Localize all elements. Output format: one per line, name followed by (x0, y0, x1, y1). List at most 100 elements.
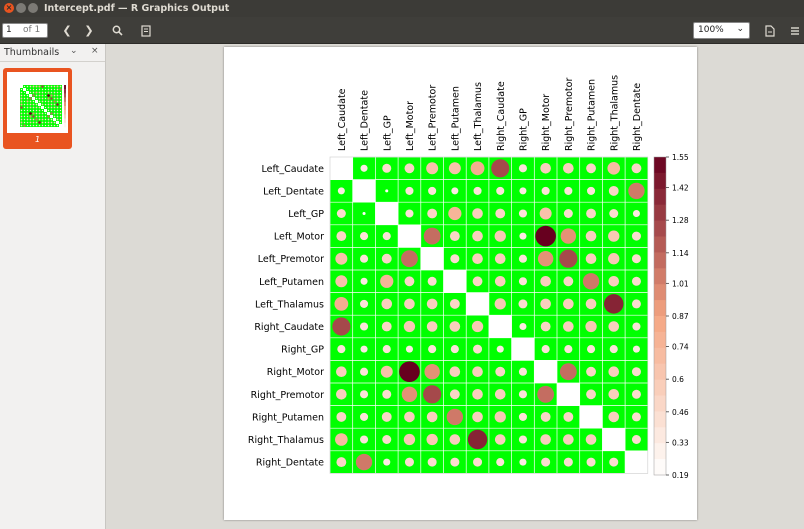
heatmap-cell-Right_GP-Left_Premotor (428, 345, 437, 354)
thumbnail-dot (41, 121, 44, 124)
thumbnail-dot (29, 103, 32, 106)
heatmap-cell-Left_Thalamus-Left_GP (381, 298, 393, 310)
page-selector[interactable]: 1 of 1 (2, 23, 48, 38)
heatmap-cell-Left_Dentate-Right_Motor (541, 186, 550, 195)
heatmap-cell-Right_GP-Right_Caudate (496, 345, 504, 353)
thumbnail-diagonal (23, 88, 26, 91)
thumbnail-dot (24, 92, 25, 93)
heatmap-cell-Left_GP-Right_GP (518, 209, 527, 218)
export-button[interactable] (761, 21, 779, 40)
heatmap-cell-Left_Caudate-Left_Thalamus (470, 161, 485, 176)
thumbnail-dot (23, 85, 26, 88)
thumbnail-dot (35, 115, 38, 118)
colorbar-segment (654, 220, 666, 237)
colorbar-tick-label: 1.14 (672, 249, 689, 258)
thumbnail-dot (26, 118, 29, 121)
close-window-button[interactable]: × (4, 3, 14, 13)
annotations-button[interactable] (135, 21, 157, 40)
heatmap-cell-Right_Putamen-Right_Premotor (563, 411, 574, 422)
heatmap-cell-Left_GP-Left_Thalamus (472, 208, 483, 219)
thumbnail-dot (59, 106, 62, 109)
heatmap-cell-Left_Premotor-Left_Caudate (335, 252, 348, 265)
thumbnail-diagonal (20, 85, 23, 88)
heatmap-cell-Left_Motor-Right_Dentate (631, 231, 641, 241)
heatmap-cell-Left_Caudate-Right_Caudate (491, 159, 510, 178)
thumbnail-dot (29, 91, 32, 94)
heatmap-cell-Right_Caudate-Right_Motor (540, 321, 551, 332)
thumbnail-dot (41, 100, 44, 103)
row-label: Left_Thalamus (255, 299, 324, 310)
heatmap-cell-Left_Dentate-Left_Caudate (337, 187, 345, 195)
thumbnail-colorbar (64, 101, 66, 107)
thumbnail-diagonal (29, 94, 32, 97)
heatmap-cell-Right_Putamen-Left_Caudate (336, 411, 347, 422)
column-label: Left_Thalamus (473, 82, 484, 151)
window-title: Intercept.pdf — R Graphics Output (44, 3, 230, 14)
heatmap-cell-Left_Thalamus-Left_Caudate (334, 297, 349, 311)
colorbar-segment (654, 347, 666, 365)
column-label: Right_Thalamus (609, 75, 620, 151)
heatmap-cell-Right_Motor-Left_Motor (399, 361, 420, 383)
thumbnail-dot (23, 109, 26, 112)
colorbar-segment (654, 316, 666, 333)
minimize-window-button[interactable] (16, 3, 26, 13)
heatmap-cell-Right_Thalamus-Right_Dentate (631, 435, 641, 444)
heatmap-cell-Right_Caudate-Right_GP (519, 322, 527, 331)
thumbnail-dot (35, 118, 38, 121)
thumbnail-dot (41, 115, 44, 118)
thumbnail-dot (23, 124, 26, 127)
heatmap-cell-Left_Caudate-Right_GP (518, 164, 527, 173)
thumbnail-dot (29, 97, 32, 100)
heatmap-cell-Right_Dentate-Left_Premotor (427, 457, 437, 467)
heatmap-cell-Left_Caudate-Right_Premotor (563, 163, 574, 174)
colorbar-segment (654, 379, 666, 396)
thumbnail-dot (47, 85, 50, 88)
thumbnail-dot (47, 88, 50, 91)
thumbnail-dot (41, 91, 44, 94)
thumbnail-dot (59, 97, 62, 100)
thumbnail-dot (44, 115, 47, 118)
thumbnail-dot (59, 91, 62, 94)
colorbar-segment (654, 443, 666, 460)
thumbnail-page-1[interactable]: 1 (3, 68, 72, 149)
sidebar-close-icon[interactable]: × (91, 46, 99, 56)
heatmap-cell-Left_Premotor-Right_Caudate (494, 253, 506, 264)
thumbnail-dot (59, 118, 62, 121)
column-label: Left_Caudate (337, 88, 348, 151)
thumbnail-dot (35, 109, 38, 112)
colorbar-tick-label: 1.42 (672, 183, 689, 192)
thumbnail-dot (47, 124, 50, 127)
heatmap-cell-Right_Putamen-Left_Motor (404, 411, 415, 423)
heatmap-cell-Left_Motor-Right_GP (519, 232, 527, 240)
heatmap-cell-Right_Thalamus-Right_Premotor (563, 434, 574, 445)
colorbar-segment (654, 157, 666, 174)
sidebar-header: Thumbnails ⌄ × (0, 44, 105, 62)
previous-page-button[interactable]: ❮ (57, 21, 77, 40)
diagonal-cell (557, 383, 580, 406)
document-viewer[interactable]: Left_Caudate Left_Dentate Left_GP Left_Moto… (106, 44, 804, 529)
thumbnail-dot (29, 124, 32, 127)
page-number-input[interactable]: 1 (6, 25, 12, 35)
sidebar-dropdown-icon[interactable]: ⌄ (70, 46, 78, 56)
zoom-select[interactable]: 100% ⌄ (693, 22, 750, 39)
heatmap-cell-Left_Putamen-Left_Premotor (427, 276, 437, 286)
thumbnail-dot (26, 121, 29, 124)
heatmap-cell-Left_Premotor-Left_GP (381, 253, 392, 264)
heatmap-cell-Right_Dentate-Right_Putamen (586, 457, 596, 467)
heatmap-cell-Left_Caudate-Left_Motor (404, 163, 415, 174)
heatmap-cell-Right_Motor-Left_Putamen (449, 366, 461, 378)
maximize-window-button[interactable] (28, 3, 38, 13)
heatmap-cell-Left_Motor-Left_GP (382, 232, 391, 241)
thumbnail-dot (29, 100, 32, 103)
heatmap-cell-Left_GP-Right_Thalamus (609, 209, 619, 218)
menu-button[interactable] (786, 21, 804, 40)
thumbnail-dot (32, 103, 35, 106)
heatmap-cell-Right_Motor-Left_Premotor (424, 364, 440, 380)
heatmap-cell-Right_Premotor-Left_GP (382, 389, 392, 399)
search-button[interactable] (106, 21, 128, 40)
thumbnail-diagonal (47, 112, 50, 115)
thumbnail-dot (32, 94, 35, 97)
heatmap-cell-Left_Dentate-Left_Premotor (428, 186, 437, 195)
thumbnail-dot (38, 91, 41, 94)
next-page-button[interactable]: ❯ (79, 21, 99, 40)
